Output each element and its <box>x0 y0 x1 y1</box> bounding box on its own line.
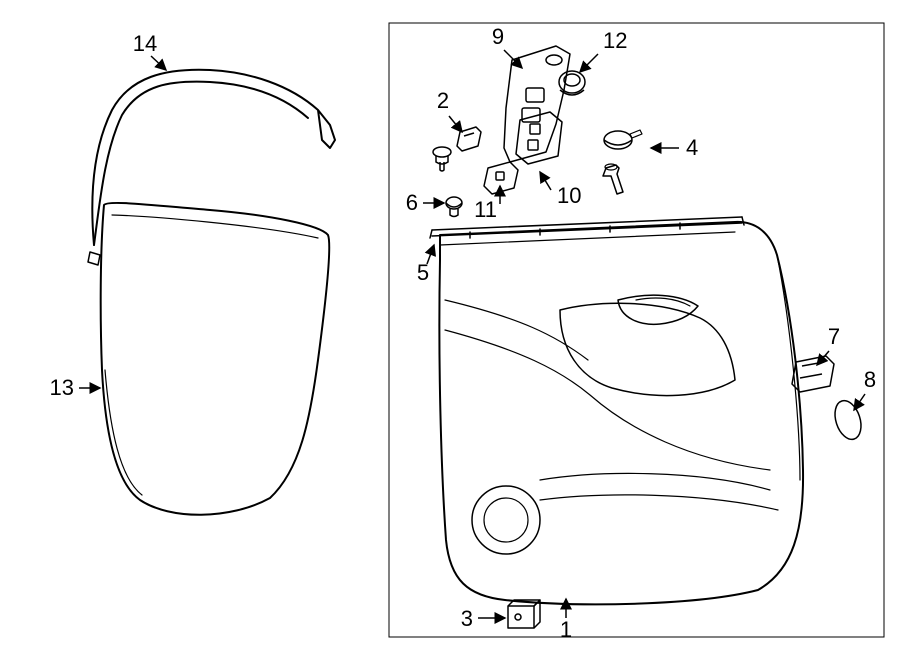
callout-arrow-2 <box>449 116 462 132</box>
callout-label-4: 4 <box>686 135 698 160</box>
callout-label-13: 13 <box>50 375 74 400</box>
callout-label-6: 6 <box>406 190 418 215</box>
part-1-door-trim-panel <box>439 222 803 604</box>
part-13-water-shield <box>101 203 330 515</box>
callout-label-12: 12 <box>603 28 627 53</box>
callout-label-2: 2 <box>437 88 449 113</box>
callout-label-9: 9 <box>492 24 504 49</box>
parts-diagram: 1234567891011121314 <box>0 0 900 661</box>
callout-arrow-9 <box>504 50 522 68</box>
callout-arrow-8 <box>854 394 865 410</box>
callout-arrow-14 <box>151 56 166 70</box>
callout-label-7: 7 <box>828 324 840 349</box>
part-10-window-switch <box>516 112 562 164</box>
callout-label-3: 3 <box>461 606 473 631</box>
part-6-bumper <box>446 197 462 217</box>
callout-label-14: 14 <box>133 31 157 56</box>
callout-label-5: 5 <box>417 260 429 285</box>
part-2-pushpin <box>433 147 451 171</box>
part-4-cap-screw <box>603 130 642 194</box>
part-12-mirror-switch <box>559 71 585 95</box>
callout-arrow-10 <box>540 172 551 190</box>
callout-label-1: 1 <box>560 617 572 642</box>
callout-label-10: 10 <box>557 183 581 208</box>
part-11-lock-switch <box>484 162 518 194</box>
part-9-switch-bezel <box>504 46 570 162</box>
callout-label-11: 11 <box>474 197 497 222</box>
callout-label-8: 8 <box>864 367 876 392</box>
part-3-lower-bracket <box>508 600 540 628</box>
panel-outline <box>389 23 884 637</box>
part-8-reflector-lens <box>830 397 865 442</box>
callout-arrow-12 <box>580 54 598 72</box>
callout-layer: 1234567891011121314 <box>50 24 877 642</box>
part-14-window-frame <box>88 70 335 265</box>
